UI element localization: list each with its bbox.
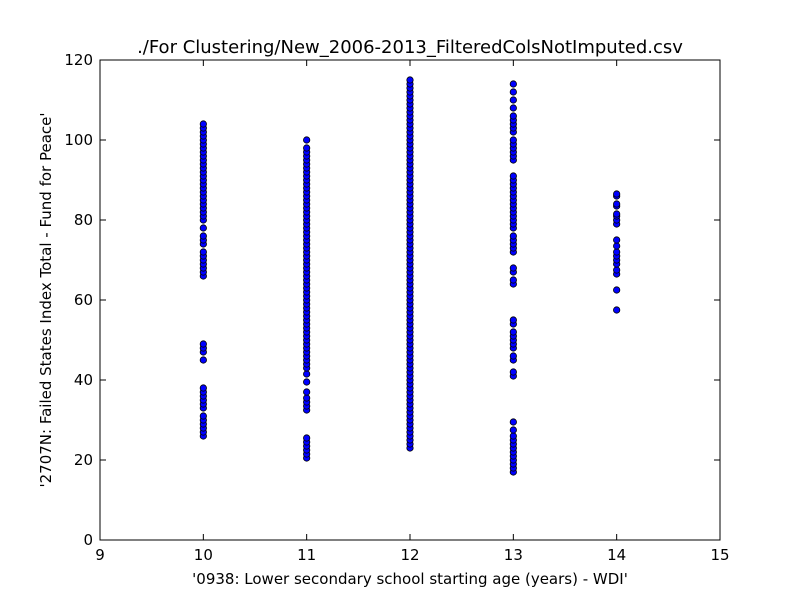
data-point bbox=[613, 210, 621, 218]
data-point bbox=[303, 394, 311, 402]
data-point bbox=[613, 248, 621, 256]
data-point bbox=[509, 328, 517, 336]
data-point bbox=[509, 368, 517, 376]
data-point bbox=[199, 224, 207, 232]
data-point bbox=[509, 80, 517, 88]
y-tick-label: 60 bbox=[74, 291, 93, 309]
data-points bbox=[199, 76, 621, 476]
data-point bbox=[199, 412, 207, 420]
data-point bbox=[199, 232, 207, 240]
data-point bbox=[613, 190, 621, 198]
data-point bbox=[509, 276, 517, 284]
data-point bbox=[509, 172, 517, 180]
data-point bbox=[509, 352, 517, 360]
y-tick-label: 20 bbox=[74, 451, 93, 469]
data-point bbox=[613, 236, 621, 244]
x-tick-label: 10 bbox=[194, 546, 213, 564]
x-tick-label: 9 bbox=[95, 546, 105, 564]
data-point bbox=[406, 76, 414, 84]
data-point bbox=[509, 96, 517, 104]
data-point bbox=[199, 384, 207, 392]
x-tick-label: 12 bbox=[400, 546, 419, 564]
data-point bbox=[303, 370, 311, 378]
data-point bbox=[509, 426, 517, 434]
data-point bbox=[613, 306, 621, 314]
x-tick-label: 15 bbox=[710, 546, 729, 564]
data-point bbox=[199, 120, 207, 128]
axis-ticks: 9 10 11 12 13 14 15 0 20 40 60 80 100 120 bbox=[64, 51, 729, 564]
x-tick-label: 11 bbox=[297, 546, 316, 564]
data-point bbox=[509, 232, 517, 240]
data-point bbox=[613, 266, 621, 274]
x-axis-label: '0938: Lower secondary school starting a… bbox=[192, 570, 628, 588]
data-point bbox=[303, 136, 311, 144]
data-point bbox=[509, 88, 517, 96]
data-point bbox=[509, 418, 517, 426]
data-point bbox=[303, 388, 311, 396]
data-point bbox=[509, 112, 517, 120]
y-tick-label: 0 bbox=[83, 531, 93, 549]
data-point bbox=[303, 144, 311, 152]
data-point bbox=[303, 378, 311, 386]
y-tick-label: 100 bbox=[64, 131, 93, 149]
data-point bbox=[509, 316, 517, 324]
y-tick-label: 80 bbox=[74, 211, 93, 229]
y-axis-label: '2707N: Failed States Index Total - Fund… bbox=[37, 113, 55, 488]
data-point bbox=[613, 286, 621, 294]
chart-title: ./For Clustering/New_2006-2013_FilteredC… bbox=[137, 37, 683, 58]
data-point bbox=[199, 356, 207, 364]
data-point bbox=[199, 340, 207, 348]
data-point bbox=[303, 434, 311, 442]
data-point bbox=[613, 200, 621, 208]
x-tick-label: 13 bbox=[504, 546, 523, 564]
data-point bbox=[509, 264, 517, 272]
data-point bbox=[509, 136, 517, 144]
data-point bbox=[509, 432, 517, 440]
y-tick-label: 120 bbox=[64, 51, 93, 69]
x-tick-label: 14 bbox=[607, 546, 626, 564]
data-point bbox=[613, 242, 621, 250]
y-tick-label: 40 bbox=[74, 371, 93, 389]
data-point bbox=[199, 248, 207, 256]
data-point bbox=[509, 104, 517, 112]
